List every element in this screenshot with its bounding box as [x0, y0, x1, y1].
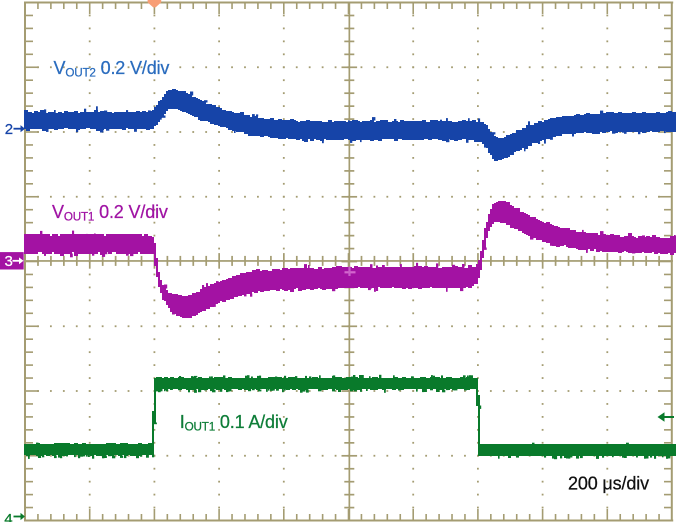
svg-text:200 μs/div: 200 μs/div [568, 474, 649, 494]
svg-text:2: 2 [5, 121, 13, 138]
svg-text:VOUT1 0.2 V/div: VOUT1 0.2 V/div [52, 202, 168, 223]
svg-text:4: 4 [4, 511, 12, 522]
svg-text:3: 3 [5, 253, 13, 270]
svg-text:VOUT2 0.2 V/div: VOUT2 0.2 V/div [54, 58, 170, 79]
